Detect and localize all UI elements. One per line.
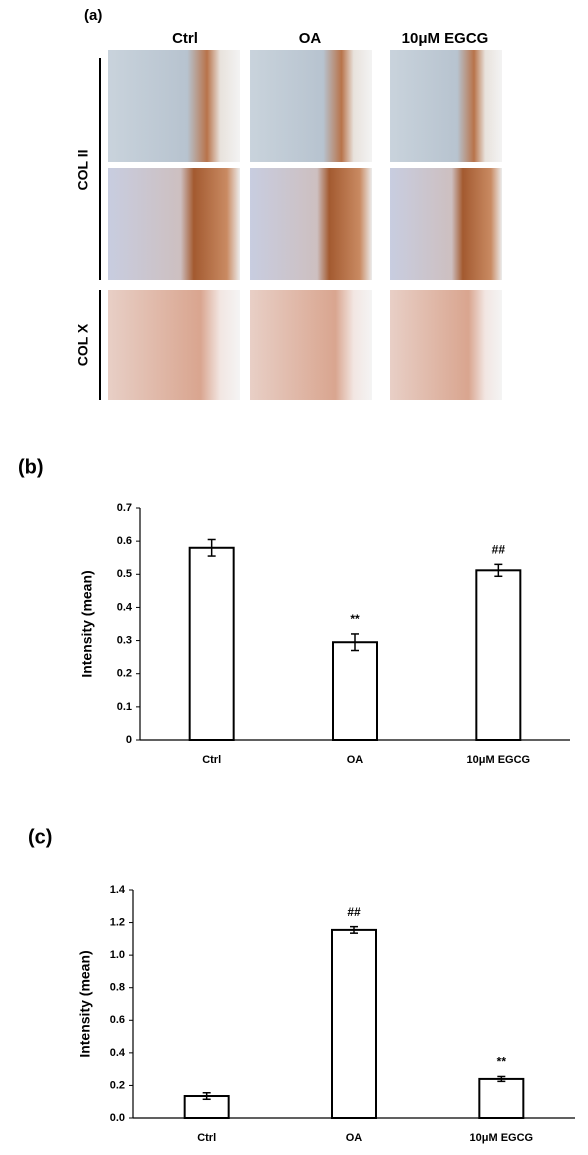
x-tick-label: 10μM EGCG	[470, 1132, 534, 1144]
y-tick-label: 1.0	[110, 949, 125, 961]
y-tick-label: 0.2	[110, 1079, 125, 1091]
x-tick-label: 10μM EGCG	[467, 754, 531, 766]
y-tick-label: 0	[126, 734, 132, 746]
y-tick-label: 0.0	[110, 1112, 125, 1124]
x-tick-label: Ctrl	[197, 1132, 216, 1144]
micrographs	[108, 50, 502, 400]
y-tick-label: 1.4	[110, 884, 126, 896]
bar	[332, 641, 378, 742]
bar	[188, 546, 235, 741]
y-tick-label: 0.5	[117, 568, 132, 580]
bar	[478, 1077, 525, 1120]
panel-label: (c)	[28, 826, 52, 848]
column-header: OA	[299, 30, 322, 47]
y-axis-label: Intensity (mean)	[79, 570, 95, 677]
y-tick-label: 0.4	[117, 601, 133, 613]
bar	[331, 928, 377, 1120]
column-header: 10μM EGCG	[402, 30, 489, 47]
significance-label: **	[497, 1055, 507, 1069]
y-tick-label: 0.6	[110, 1014, 125, 1026]
panel-label: (b)	[18, 456, 44, 478]
bar	[475, 569, 522, 742]
significance-label: **	[350, 612, 360, 626]
y-tick-label: 0.2	[117, 668, 132, 680]
y-tick-label: 0.7	[117, 502, 132, 514]
panel-label: (a)	[84, 7, 102, 24]
y-axis-label: Intensity (mean)	[77, 950, 93, 1057]
y-tick-label: 0.3	[117, 634, 132, 646]
row-label: COL II	[75, 150, 91, 191]
y-tick-label: 0.4	[110, 1047, 126, 1059]
column-header: Ctrl	[172, 30, 198, 47]
y-tick-label: 0.1	[117, 701, 132, 713]
x-tick-label: OA	[347, 754, 364, 766]
x-tick-label: OA	[346, 1132, 363, 1144]
y-tick-label: 1.2	[110, 916, 125, 928]
y-tick-label: 0.6	[117, 535, 132, 547]
row-label: COL X	[75, 323, 91, 366]
significance-label: ##	[347, 905, 361, 919]
significance-label: ##	[492, 543, 506, 557]
x-tick-label: Ctrl	[202, 754, 221, 766]
y-tick-label: 0.8	[110, 982, 125, 994]
